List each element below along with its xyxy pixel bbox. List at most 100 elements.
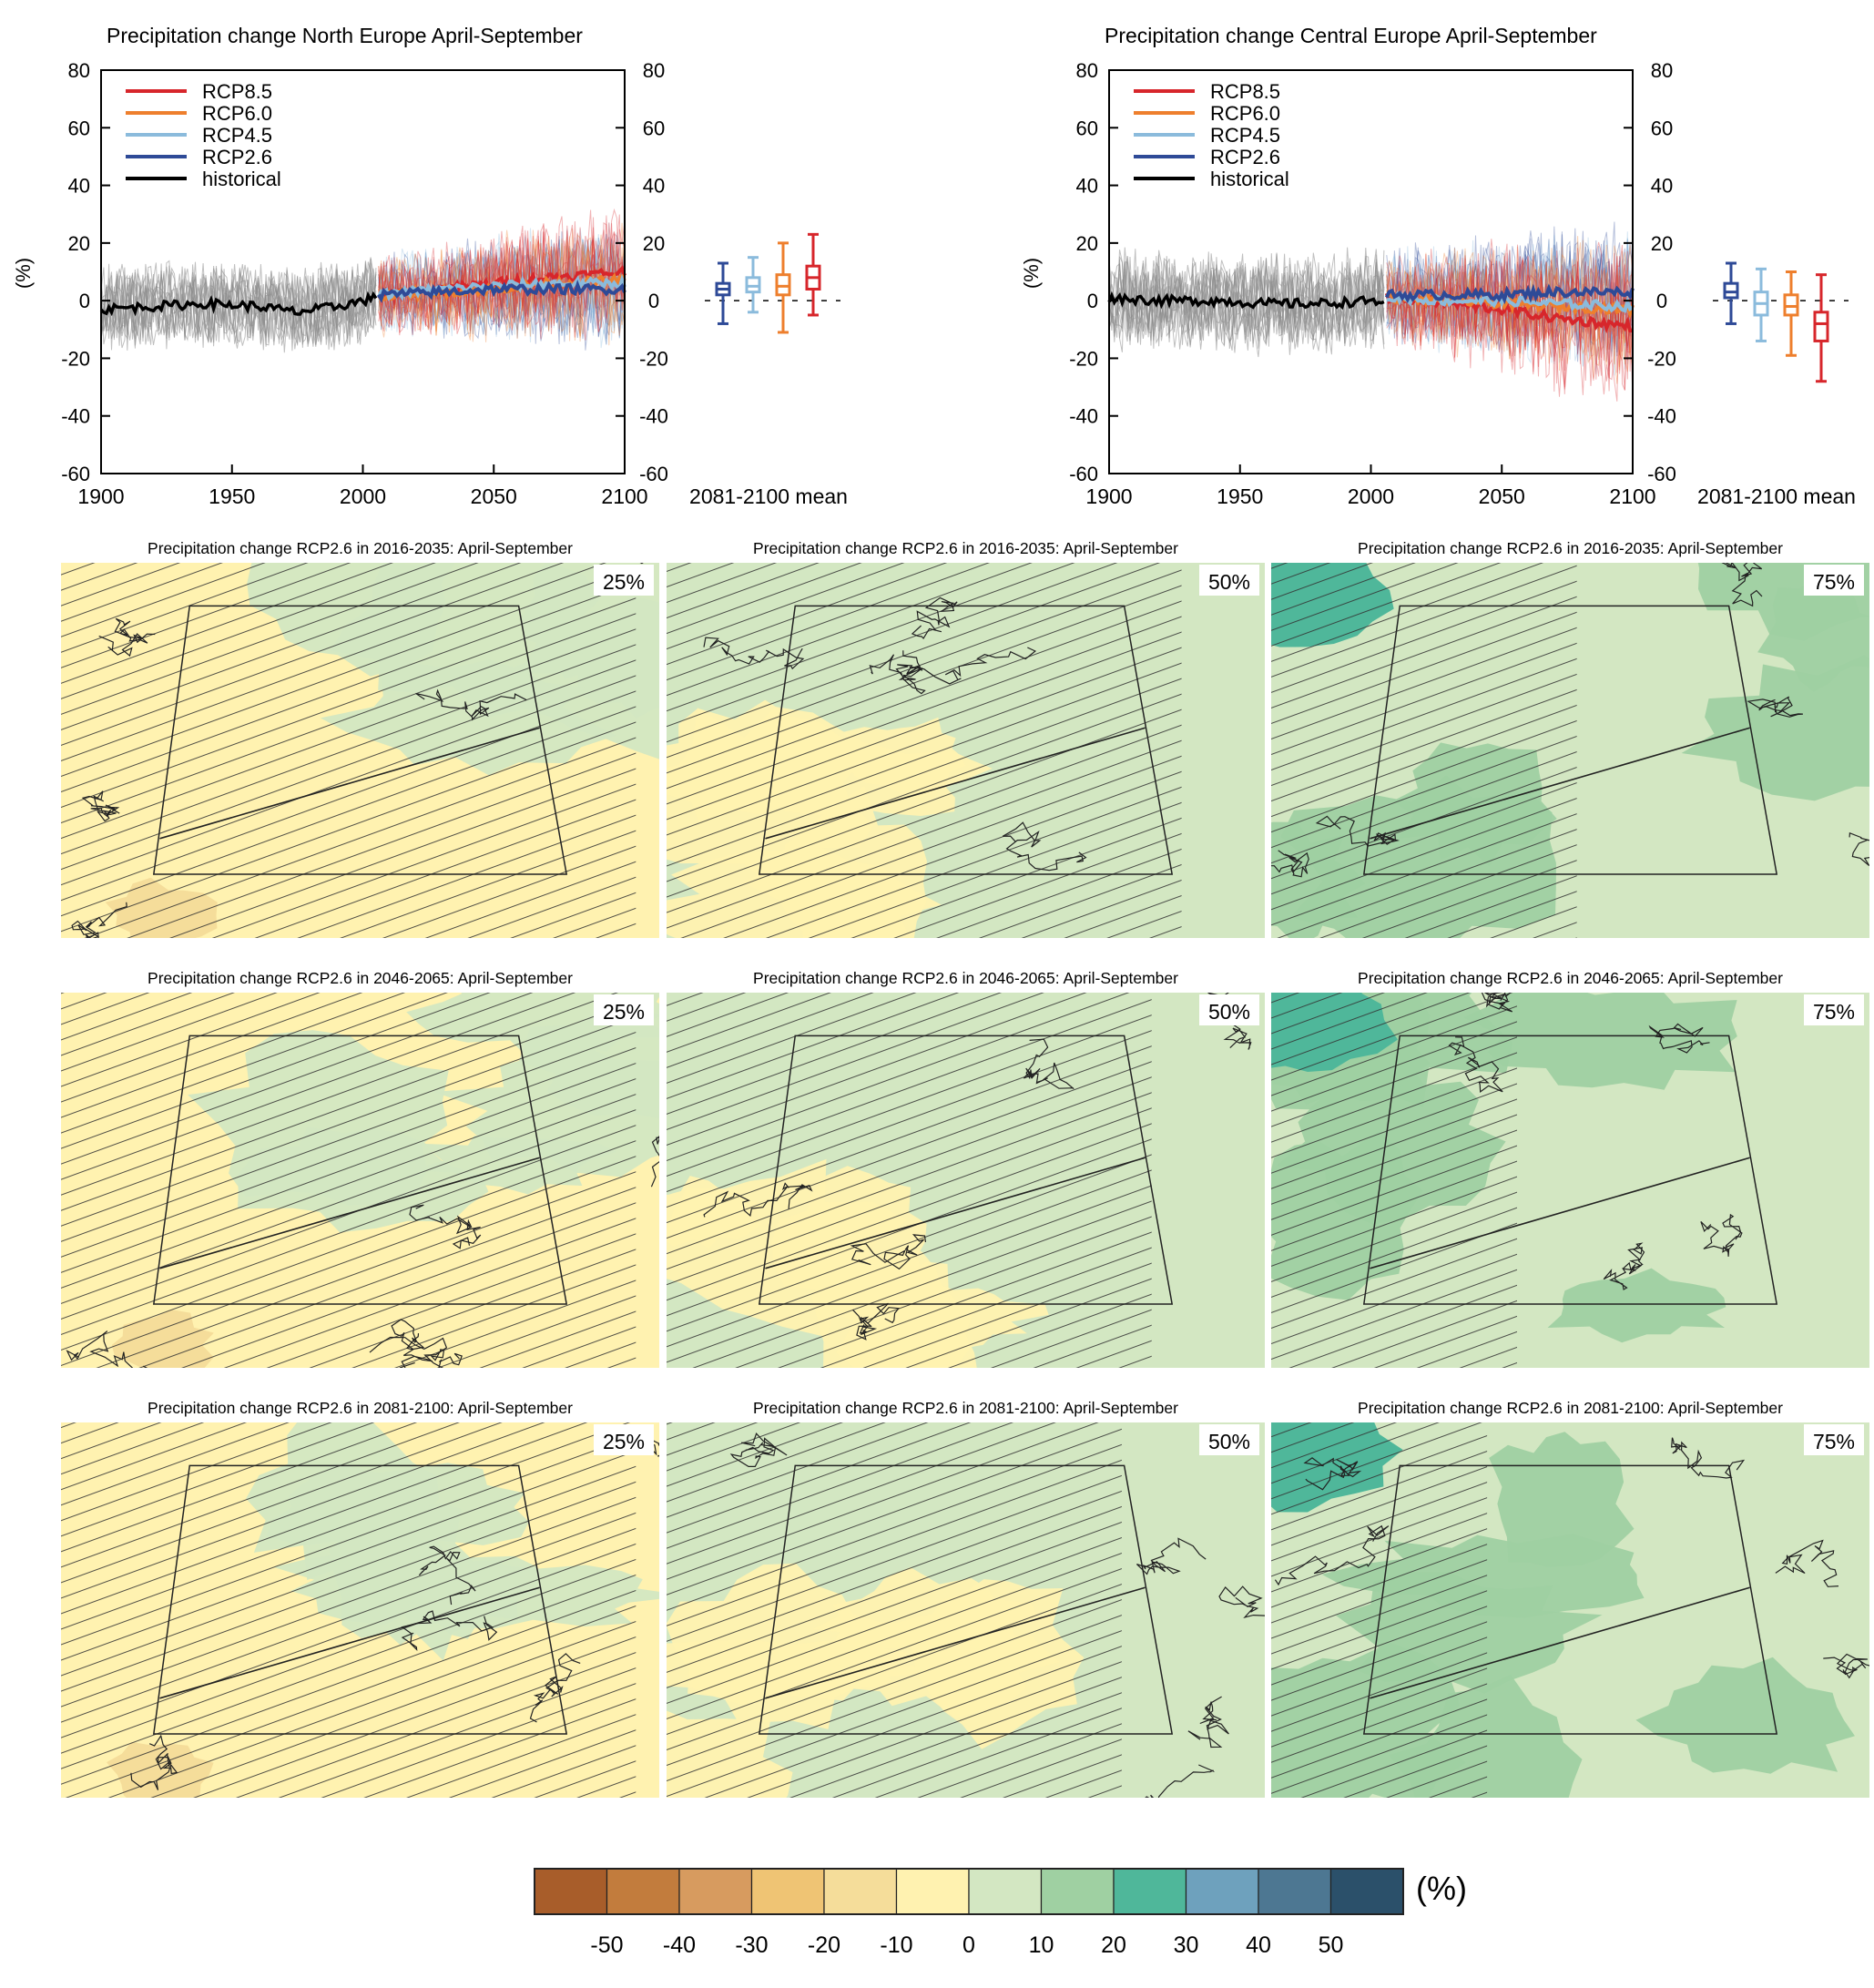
coastline bbox=[1218, 1585, 1265, 1618]
y-tick-label: 60 bbox=[68, 117, 90, 139]
map-title: Precipitation change RCP2.6 in 2016-2035… bbox=[148, 539, 573, 557]
region-box bbox=[152, 1464, 568, 1735]
percentile-badge bbox=[1804, 565, 1864, 596]
y-tick-label-right: 60 bbox=[643, 117, 665, 139]
colorbar-segment bbox=[1329, 1868, 1404, 1915]
y-tick-label: 80 bbox=[1076, 59, 1098, 82]
coastline bbox=[1145, 1764, 1215, 1798]
y-axis-label: (%) bbox=[12, 258, 35, 289]
map-panel: Precipitation change RCP2.6 in 2046-2065… bbox=[61, 969, 659, 1368]
coastline bbox=[1002, 821, 1087, 872]
region-divider bbox=[159, 727, 540, 840]
y-tick-label: -60 bbox=[1069, 463, 1098, 485]
coastline bbox=[1315, 815, 1400, 847]
legend-label: RCP4.5 bbox=[1210, 124, 1280, 147]
x-tick-label: 2100 bbox=[601, 484, 647, 508]
significance-hatching bbox=[667, 1422, 1122, 1798]
coastline bbox=[850, 1234, 926, 1270]
y-tick-label: 60 bbox=[1076, 117, 1098, 139]
map-panel: Precipitation change RCP2.6 in 2016-2035… bbox=[667, 539, 1265, 938]
coastline bbox=[401, 1610, 498, 1652]
coastline bbox=[1648, 1023, 1710, 1054]
x-tick-label: 2000 bbox=[340, 484, 386, 508]
x-tick-label: 1950 bbox=[1217, 484, 1263, 508]
y-tick-label: 20 bbox=[1076, 232, 1098, 255]
significance-hatching bbox=[1271, 1422, 1488, 1798]
colorbar-tick-label: -20 bbox=[808, 1932, 840, 1958]
region-box bbox=[758, 605, 1174, 875]
y-tick-label-right: 40 bbox=[643, 175, 665, 198]
map-title: Precipitation change RCP2.6 in 2081-2100… bbox=[753, 1399, 1178, 1417]
coastline bbox=[1481, 993, 1513, 1013]
region-divider bbox=[159, 1586, 540, 1699]
map-panel: Precipitation change RCP2.6 in 2016-2035… bbox=[61, 539, 659, 938]
y-tick-label: -60 bbox=[61, 463, 90, 485]
percentile-label: 50% bbox=[1208, 1000, 1250, 1024]
map-title: Precipitation change RCP2.6 in 2081-2100… bbox=[148, 1399, 573, 1417]
percentile-label: 25% bbox=[603, 570, 645, 594]
y-tick-label-right: 60 bbox=[1651, 117, 1673, 139]
region-box bbox=[1362, 605, 1778, 875]
y-tick-label: -40 bbox=[61, 405, 90, 428]
region-box bbox=[152, 1035, 568, 1305]
coastline bbox=[1823, 1653, 1869, 1679]
coastline bbox=[869, 654, 926, 695]
colorbar-segment bbox=[968, 1868, 1043, 1915]
coastline bbox=[1448, 1036, 1503, 1094]
colorbar-frame bbox=[534, 1868, 1404, 1915]
coastline bbox=[729, 1432, 788, 1467]
percentile-label: 25% bbox=[603, 1430, 645, 1453]
coastline bbox=[81, 790, 120, 822]
chart-marks: 806040200-20-40-60806040200-20-40-601900… bbox=[1069, 59, 1856, 508]
colorbar-tick-label: -30 bbox=[735, 1932, 768, 1958]
legend-label: RCP6.0 bbox=[202, 102, 272, 125]
percentile-label: 75% bbox=[1813, 1000, 1855, 1024]
region-box bbox=[1362, 1464, 1778, 1735]
y-tick-label-right: -40 bbox=[639, 405, 668, 428]
y-tick-label: 0 bbox=[1087, 290, 1098, 312]
coastline bbox=[98, 617, 156, 658]
legend-label: RCP8.5 bbox=[1210, 80, 1280, 103]
map-panel: Precipitation change RCP2.6 in 2081-2100… bbox=[61, 1399, 659, 1798]
significance-hatching bbox=[61, 993, 637, 1368]
percentile-badge bbox=[1804, 1424, 1864, 1455]
coastline bbox=[1849, 831, 1869, 866]
box-rcp26 bbox=[715, 261, 731, 325]
map-grid: Precipitation change RCP2.6 in 2016-2035… bbox=[61, 539, 1869, 1798]
coastline bbox=[409, 1204, 482, 1249]
percentile-badge bbox=[594, 1424, 654, 1455]
map-panel: Precipitation change RCP2.6 in 2016-2035… bbox=[1271, 539, 1869, 938]
y-tick-label: 40 bbox=[1076, 175, 1098, 198]
percentile-badge bbox=[1199, 1424, 1259, 1455]
x-tick-label: 2050 bbox=[1479, 484, 1525, 508]
map-title: Precipitation change RCP2.6 in 2016-2035… bbox=[1358, 539, 1783, 557]
region-divider bbox=[1370, 1157, 1750, 1269]
y-tick-label-right: 20 bbox=[643, 232, 665, 255]
region-box bbox=[152, 605, 568, 875]
y-tick-label: 20 bbox=[68, 232, 90, 255]
significance-hatching bbox=[61, 563, 637, 938]
region-divider bbox=[159, 1157, 540, 1269]
coastline bbox=[130, 1734, 178, 1790]
colorbar-tick-label: 50 bbox=[1319, 1932, 1344, 1958]
region-divider bbox=[1370, 1586, 1750, 1699]
series-line-rcp26 bbox=[377, 280, 626, 303]
percentile-badge bbox=[594, 994, 654, 1025]
significance-hatching bbox=[1271, 993, 1517, 1368]
x-tick-label: 1900 bbox=[1085, 484, 1132, 508]
coastline bbox=[66, 1330, 148, 1368]
map-panel: Precipitation change RCP2.6 in 2046-2065… bbox=[1271, 969, 1869, 1368]
coastline bbox=[418, 1545, 476, 1606]
colorbar-tick-label: 20 bbox=[1101, 1932, 1126, 1958]
legend-label: RCP8.5 bbox=[202, 80, 272, 103]
x-tick-label: 2000 bbox=[1348, 484, 1394, 508]
percentile-label: 75% bbox=[1813, 1430, 1855, 1453]
box-rcp45 bbox=[745, 256, 761, 314]
y-tick-label-right: 80 bbox=[643, 59, 665, 82]
legend-label: RCP2.6 bbox=[1210, 146, 1280, 168]
map-panel: Precipitation change RCP2.6 in 2046-2065… bbox=[667, 969, 1265, 1368]
colorbar-tick-label: 0 bbox=[962, 1932, 975, 1958]
ensemble-members bbox=[1108, 221, 1634, 402]
colorbar-segment bbox=[1258, 1868, 1332, 1915]
